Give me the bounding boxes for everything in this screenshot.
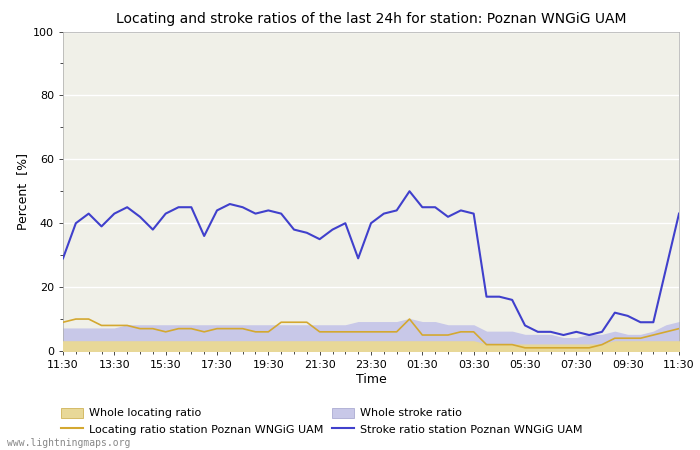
Title: Locating and stroke ratios of the last 24h for station: Poznan WNGiG UAM: Locating and stroke ratios of the last 2… xyxy=(116,12,626,26)
Y-axis label: Percent  [%]: Percent [%] xyxy=(16,153,29,230)
X-axis label: Time: Time xyxy=(356,373,386,386)
Legend: Whole locating ratio, Locating ratio station Poznan WNGiG UAM, Whole stroke rati: Whole locating ratio, Locating ratio sta… xyxy=(61,408,582,435)
Text: www.lightningmaps.org: www.lightningmaps.org xyxy=(7,438,130,448)
